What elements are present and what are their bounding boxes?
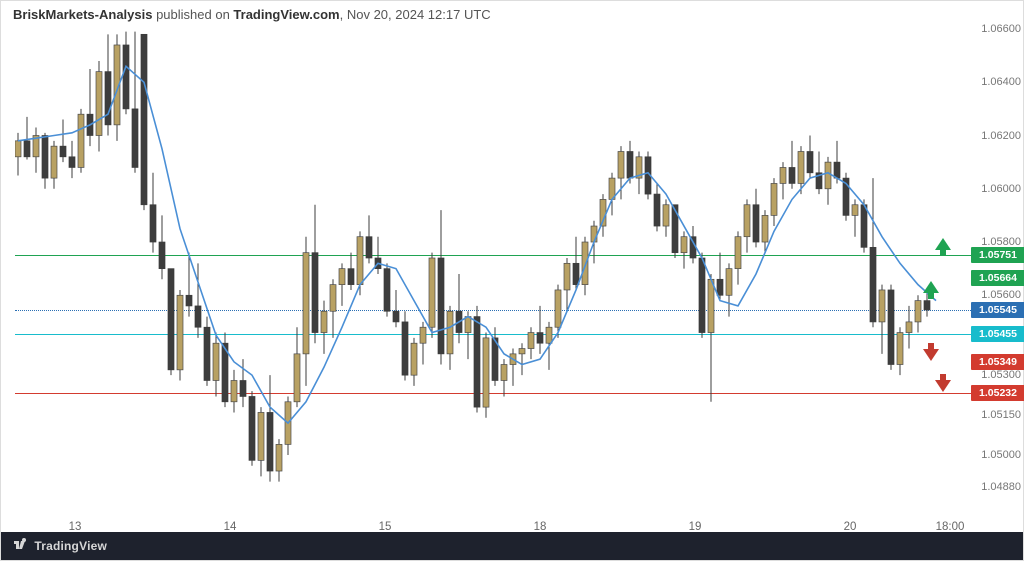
y-tick-label: 1.04880 xyxy=(981,481,1021,493)
footer-bar: TradingView xyxy=(1,532,1023,560)
y-tick-label: 1.06000 xyxy=(981,183,1021,195)
arrow-stem xyxy=(940,374,946,380)
chart-header: BriskMarkets-Analysis published on Tradi… xyxy=(13,7,491,22)
y-tick-label: 1.05150 xyxy=(981,409,1021,421)
arrow-stem xyxy=(928,343,934,349)
plot-area: 1.057511.056641.055451.054551.053491.052… xyxy=(15,29,965,519)
tradingview-logo-icon xyxy=(13,533,27,561)
chart-container: BriskMarkets-Analysis published on Tradi… xyxy=(0,0,1024,561)
y-tick-label: 1.05000 xyxy=(981,449,1021,461)
y-tick-label: 1.05800 xyxy=(981,236,1021,248)
chart-plot[interactable]: 1.057511.056641.055451.054551.053491.052… xyxy=(15,29,965,519)
y-tick-label: 1.05300 xyxy=(981,369,1021,381)
header-mid: published on xyxy=(152,7,233,22)
site-name: TradingView.com xyxy=(233,7,339,22)
y-axis: 1.066001.064001.062001.060001.058001.056… xyxy=(967,29,1024,487)
arrow-stem xyxy=(928,293,934,299)
arrow-down-icon xyxy=(923,349,939,361)
author: BriskMarkets-Analysis xyxy=(13,7,152,22)
arrow-down-icon xyxy=(935,380,951,392)
header-datetime: , Nov 20, 2024 12:17 UTC xyxy=(340,7,491,22)
y-tick-label: 1.06400 xyxy=(981,76,1021,88)
y-tick-label: 1.06600 xyxy=(981,23,1021,35)
arrow-up-icon xyxy=(923,281,939,293)
footer-brand: TradingView xyxy=(34,539,107,553)
y-tick-label: 1.05600 xyxy=(981,289,1021,301)
arrow-stem xyxy=(940,250,946,256)
arrow-up-icon xyxy=(935,238,951,250)
y-tick-label: 1.06200 xyxy=(981,130,1021,142)
